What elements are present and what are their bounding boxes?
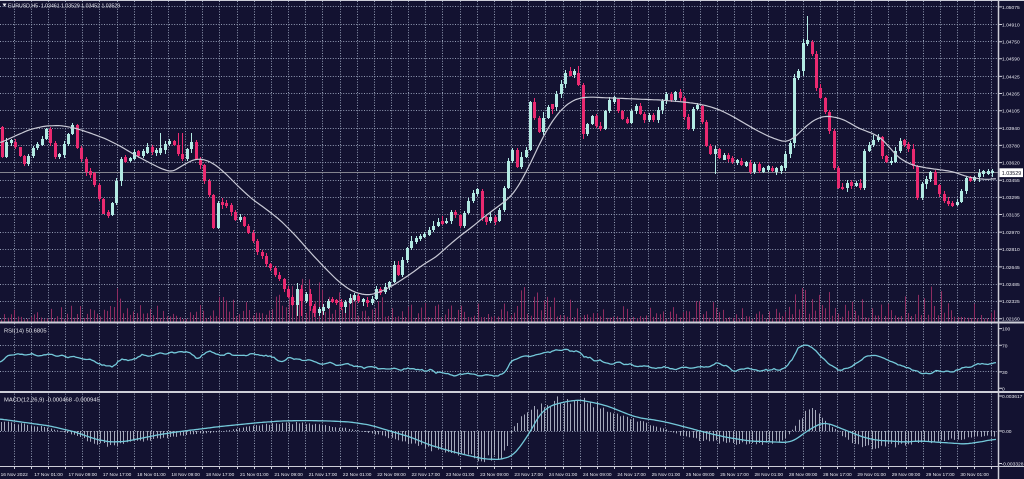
svg-text:0.00: 0.00	[1002, 429, 1012, 435]
svg-text:1.03620: 1.03620	[1002, 161, 1020, 167]
svg-text:24 Nov 09:00: 24 Nov 09:00	[583, 472, 612, 478]
svg-text:70: 70	[1002, 343, 1008, 349]
svg-text:1.02645: 1.02645	[1002, 265, 1020, 271]
svg-text:1.02485: 1.02485	[1002, 282, 1020, 288]
svg-text:100: 100	[1002, 327, 1010, 333]
svg-text:0: 0	[1002, 386, 1005, 392]
svg-text:21 Nov 01:00: 21 Nov 01:00	[240, 472, 269, 478]
svg-text:1.04590: 1.04590	[1002, 57, 1020, 63]
svg-text:1.02970: 1.02970	[1002, 230, 1020, 236]
svg-text:25 Nov 01:00: 25 Nov 01:00	[652, 472, 681, 478]
svg-text:1.04750: 1.04750	[1002, 40, 1020, 46]
svg-text:1.05075: 1.05075	[1002, 5, 1020, 11]
svg-text:21 Nov 17:00: 21 Nov 17:00	[309, 472, 338, 478]
svg-text:29 Nov 17:00: 29 Nov 17:00	[926, 472, 955, 478]
svg-text:22 Nov 17:00: 22 Nov 17:00	[412, 472, 441, 478]
svg-text:28 Nov 17:00: 28 Nov 17:00	[823, 472, 852, 478]
svg-text:24 Nov 17:00: 24 Nov 17:00	[617, 472, 646, 478]
svg-text:30: 30	[1002, 370, 1008, 376]
svg-text:25 Nov 17:00: 25 Nov 17:00	[720, 472, 749, 478]
svg-text:29 Nov 01:00: 29 Nov 01:00	[857, 472, 886, 478]
svg-text:29 Nov 09:00: 29 Nov 09:00	[892, 472, 921, 478]
svg-text:28 Nov 09:00: 28 Nov 09:00	[789, 472, 818, 478]
svg-text:17 Nov 09:00: 17 Nov 09:00	[69, 472, 98, 478]
svg-text:16 Nov 2022: 16 Nov 2022	[1, 472, 29, 478]
svg-text:25 Nov 09:00: 25 Nov 09:00	[686, 472, 715, 478]
svg-text:EURUSD,H5 1.03461 1.03529 1.0: EURUSD,H5 1.03461 1.03529 1.03452 1.0352…	[8, 3, 120, 9]
svg-text:1.02325: 1.02325	[1002, 299, 1020, 305]
svg-text:1.04105: 1.04105	[1002, 109, 1020, 115]
svg-text:23 Nov 01:00: 23 Nov 01:00	[446, 472, 475, 478]
svg-text:18 Nov 09:00: 18 Nov 09:00	[171, 472, 200, 478]
svg-text:30 Nov 01:00: 30 Nov 01:00	[960, 472, 989, 478]
svg-text:23 Nov 09:00: 23 Nov 09:00	[480, 472, 509, 478]
svg-text:23 Nov 17:00: 23 Nov 17:00	[514, 472, 543, 478]
svg-text:22 Nov 01:00: 22 Nov 01:00	[343, 472, 372, 478]
svg-text:1.03455: 1.03455	[1002, 178, 1020, 184]
svg-text:1.03940: 1.03940	[1002, 126, 1020, 132]
svg-text:1.04910: 1.04910	[1002, 22, 1020, 28]
svg-text:MACD(12,26,9) -0.000468 -0.000: MACD(12,26,9) -0.000468 -0.000945	[4, 398, 100, 404]
svg-text:-0.003328: -0.003328	[1001, 462, 1023, 468]
svg-text:17 Nov 01:00: 17 Nov 01:00	[34, 472, 63, 478]
svg-text:1.03529: 1.03529	[1002, 171, 1022, 177]
svg-text:1.03135: 1.03135	[1002, 212, 1020, 218]
svg-text:18 Nov 17:00: 18 Nov 17:00	[206, 472, 235, 478]
svg-text:1.02810: 1.02810	[1002, 247, 1020, 253]
svg-text:22 Nov 09:00: 22 Nov 09:00	[377, 472, 406, 478]
svg-text:18 Nov 01:00: 18 Nov 01:00	[137, 472, 166, 478]
svg-text:1.02160: 1.02160	[1002, 317, 1020, 323]
svg-text:1.03295: 1.03295	[1002, 195, 1020, 201]
svg-text:1.03780: 1.03780	[1002, 143, 1020, 149]
svg-text:RSI(14) 50.6805: RSI(14) 50.6805	[4, 329, 47, 335]
svg-text:21 Nov 09:00: 21 Nov 09:00	[274, 472, 303, 478]
svg-text:1.04265: 1.04265	[1002, 91, 1020, 97]
svg-text:1.04425: 1.04425	[1002, 74, 1020, 80]
svg-text:17 Nov 17:00: 17 Nov 17:00	[103, 472, 132, 478]
svg-text:28 Nov 01:00: 28 Nov 01:00	[755, 472, 784, 478]
svg-text:24 Nov 01:00: 24 Nov 01:00	[549, 472, 578, 478]
svg-text:0.003617: 0.003617	[1002, 394, 1023, 400]
